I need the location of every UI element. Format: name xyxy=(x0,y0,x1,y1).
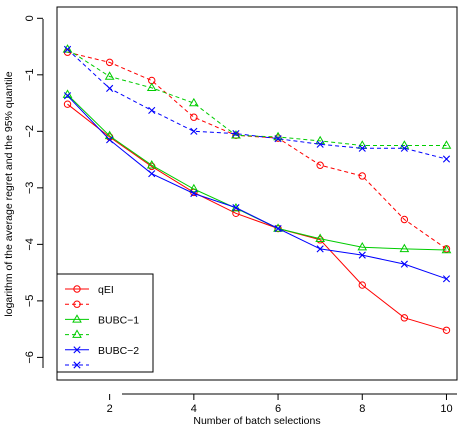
x-tick-label: 10 xyxy=(440,403,452,415)
series-layer xyxy=(62,44,452,334)
y-tick-label: −3 xyxy=(24,182,36,195)
data-point xyxy=(316,245,324,253)
legend: qEI BUBC−1 BUBC−2 xyxy=(56,273,154,373)
data-point xyxy=(358,144,366,152)
data-point xyxy=(232,130,240,138)
data-point xyxy=(357,241,368,251)
legend-marker xyxy=(73,346,81,354)
data-point xyxy=(441,244,452,254)
legend-entry: BUBC−1 xyxy=(65,314,139,326)
legend-label: BUBC−1 xyxy=(98,314,139,326)
data-point xyxy=(358,281,366,289)
series-4 xyxy=(62,44,452,149)
legend-label: qEI xyxy=(98,284,114,296)
data-point xyxy=(148,170,156,178)
data-point xyxy=(315,233,326,242)
x-tick-label: 4 xyxy=(191,403,197,415)
series-2 xyxy=(63,48,451,253)
data-point xyxy=(399,243,410,253)
data-point xyxy=(442,326,451,334)
data-point xyxy=(62,44,73,53)
data-point xyxy=(104,130,115,140)
series-3 xyxy=(62,89,452,254)
data-point xyxy=(63,45,72,53)
data-point xyxy=(442,275,451,283)
y-axis-title: logarithm of the average regret and the … xyxy=(3,71,15,316)
y-tick-label: −5 xyxy=(24,295,36,308)
data-point xyxy=(190,113,198,121)
y-tick-label: −6 xyxy=(24,351,36,364)
data-point xyxy=(400,215,409,224)
data-point xyxy=(190,189,198,198)
legend-entry: BUBC−2 xyxy=(65,345,139,357)
data-point xyxy=(106,136,114,144)
data-point xyxy=(190,127,198,135)
data-point xyxy=(63,100,72,108)
legend-marker xyxy=(73,361,81,369)
x-axis-title: Number of batch selections xyxy=(193,415,320,427)
plot-frame xyxy=(56,6,458,381)
data-point xyxy=(316,140,324,148)
data-point xyxy=(358,251,366,259)
data-point xyxy=(188,97,199,107)
data-point xyxy=(358,172,366,180)
series-line xyxy=(67,95,447,280)
y-tick-label: −1 xyxy=(24,69,36,82)
data-point xyxy=(146,82,157,92)
series-line xyxy=(67,49,447,160)
data-point xyxy=(274,135,282,143)
data-point xyxy=(232,209,240,217)
data-point xyxy=(63,92,72,100)
series-line xyxy=(67,103,447,331)
data-point xyxy=(232,204,240,212)
series-6 xyxy=(63,45,451,163)
data-point xyxy=(442,155,451,163)
x-tick-label: 8 xyxy=(359,403,365,415)
legend-marker xyxy=(73,300,81,308)
legend-entry xyxy=(65,329,89,338)
data-point xyxy=(441,140,452,149)
y-tick-label: 0 xyxy=(24,15,36,21)
y-tick-label: −4 xyxy=(24,238,36,251)
data-point xyxy=(316,161,324,169)
legend-entry xyxy=(65,361,89,369)
series-line xyxy=(67,51,447,250)
data-point xyxy=(105,58,114,67)
data-point xyxy=(106,84,114,92)
legend-entry: qEI xyxy=(65,284,114,296)
y-tick-label: −2 xyxy=(24,125,36,138)
legend-box xyxy=(56,273,154,373)
x-axis: 2 4 6 8 10 xyxy=(107,393,457,415)
x-tick-label: 2 xyxy=(107,403,113,415)
y-axis: 0 −1 −2 −3 −4 −5 −6 xyxy=(24,15,44,368)
legend-marker xyxy=(72,314,82,323)
data-point xyxy=(400,314,409,322)
data-point xyxy=(146,160,157,169)
legend-marker xyxy=(73,285,81,293)
data-point xyxy=(104,71,115,80)
legend-label: BUBC−2 xyxy=(98,345,139,357)
series-line xyxy=(67,48,447,146)
data-point xyxy=(188,183,199,193)
legend-marker xyxy=(72,329,82,338)
series-5 xyxy=(63,92,451,283)
series-line xyxy=(67,94,447,251)
data-point xyxy=(400,144,408,152)
data-point xyxy=(231,130,241,139)
x-tick-label: 6 xyxy=(275,403,281,415)
legend-entry xyxy=(65,300,89,308)
data-point xyxy=(148,106,156,115)
data-point xyxy=(400,260,408,268)
data-point xyxy=(274,224,282,233)
